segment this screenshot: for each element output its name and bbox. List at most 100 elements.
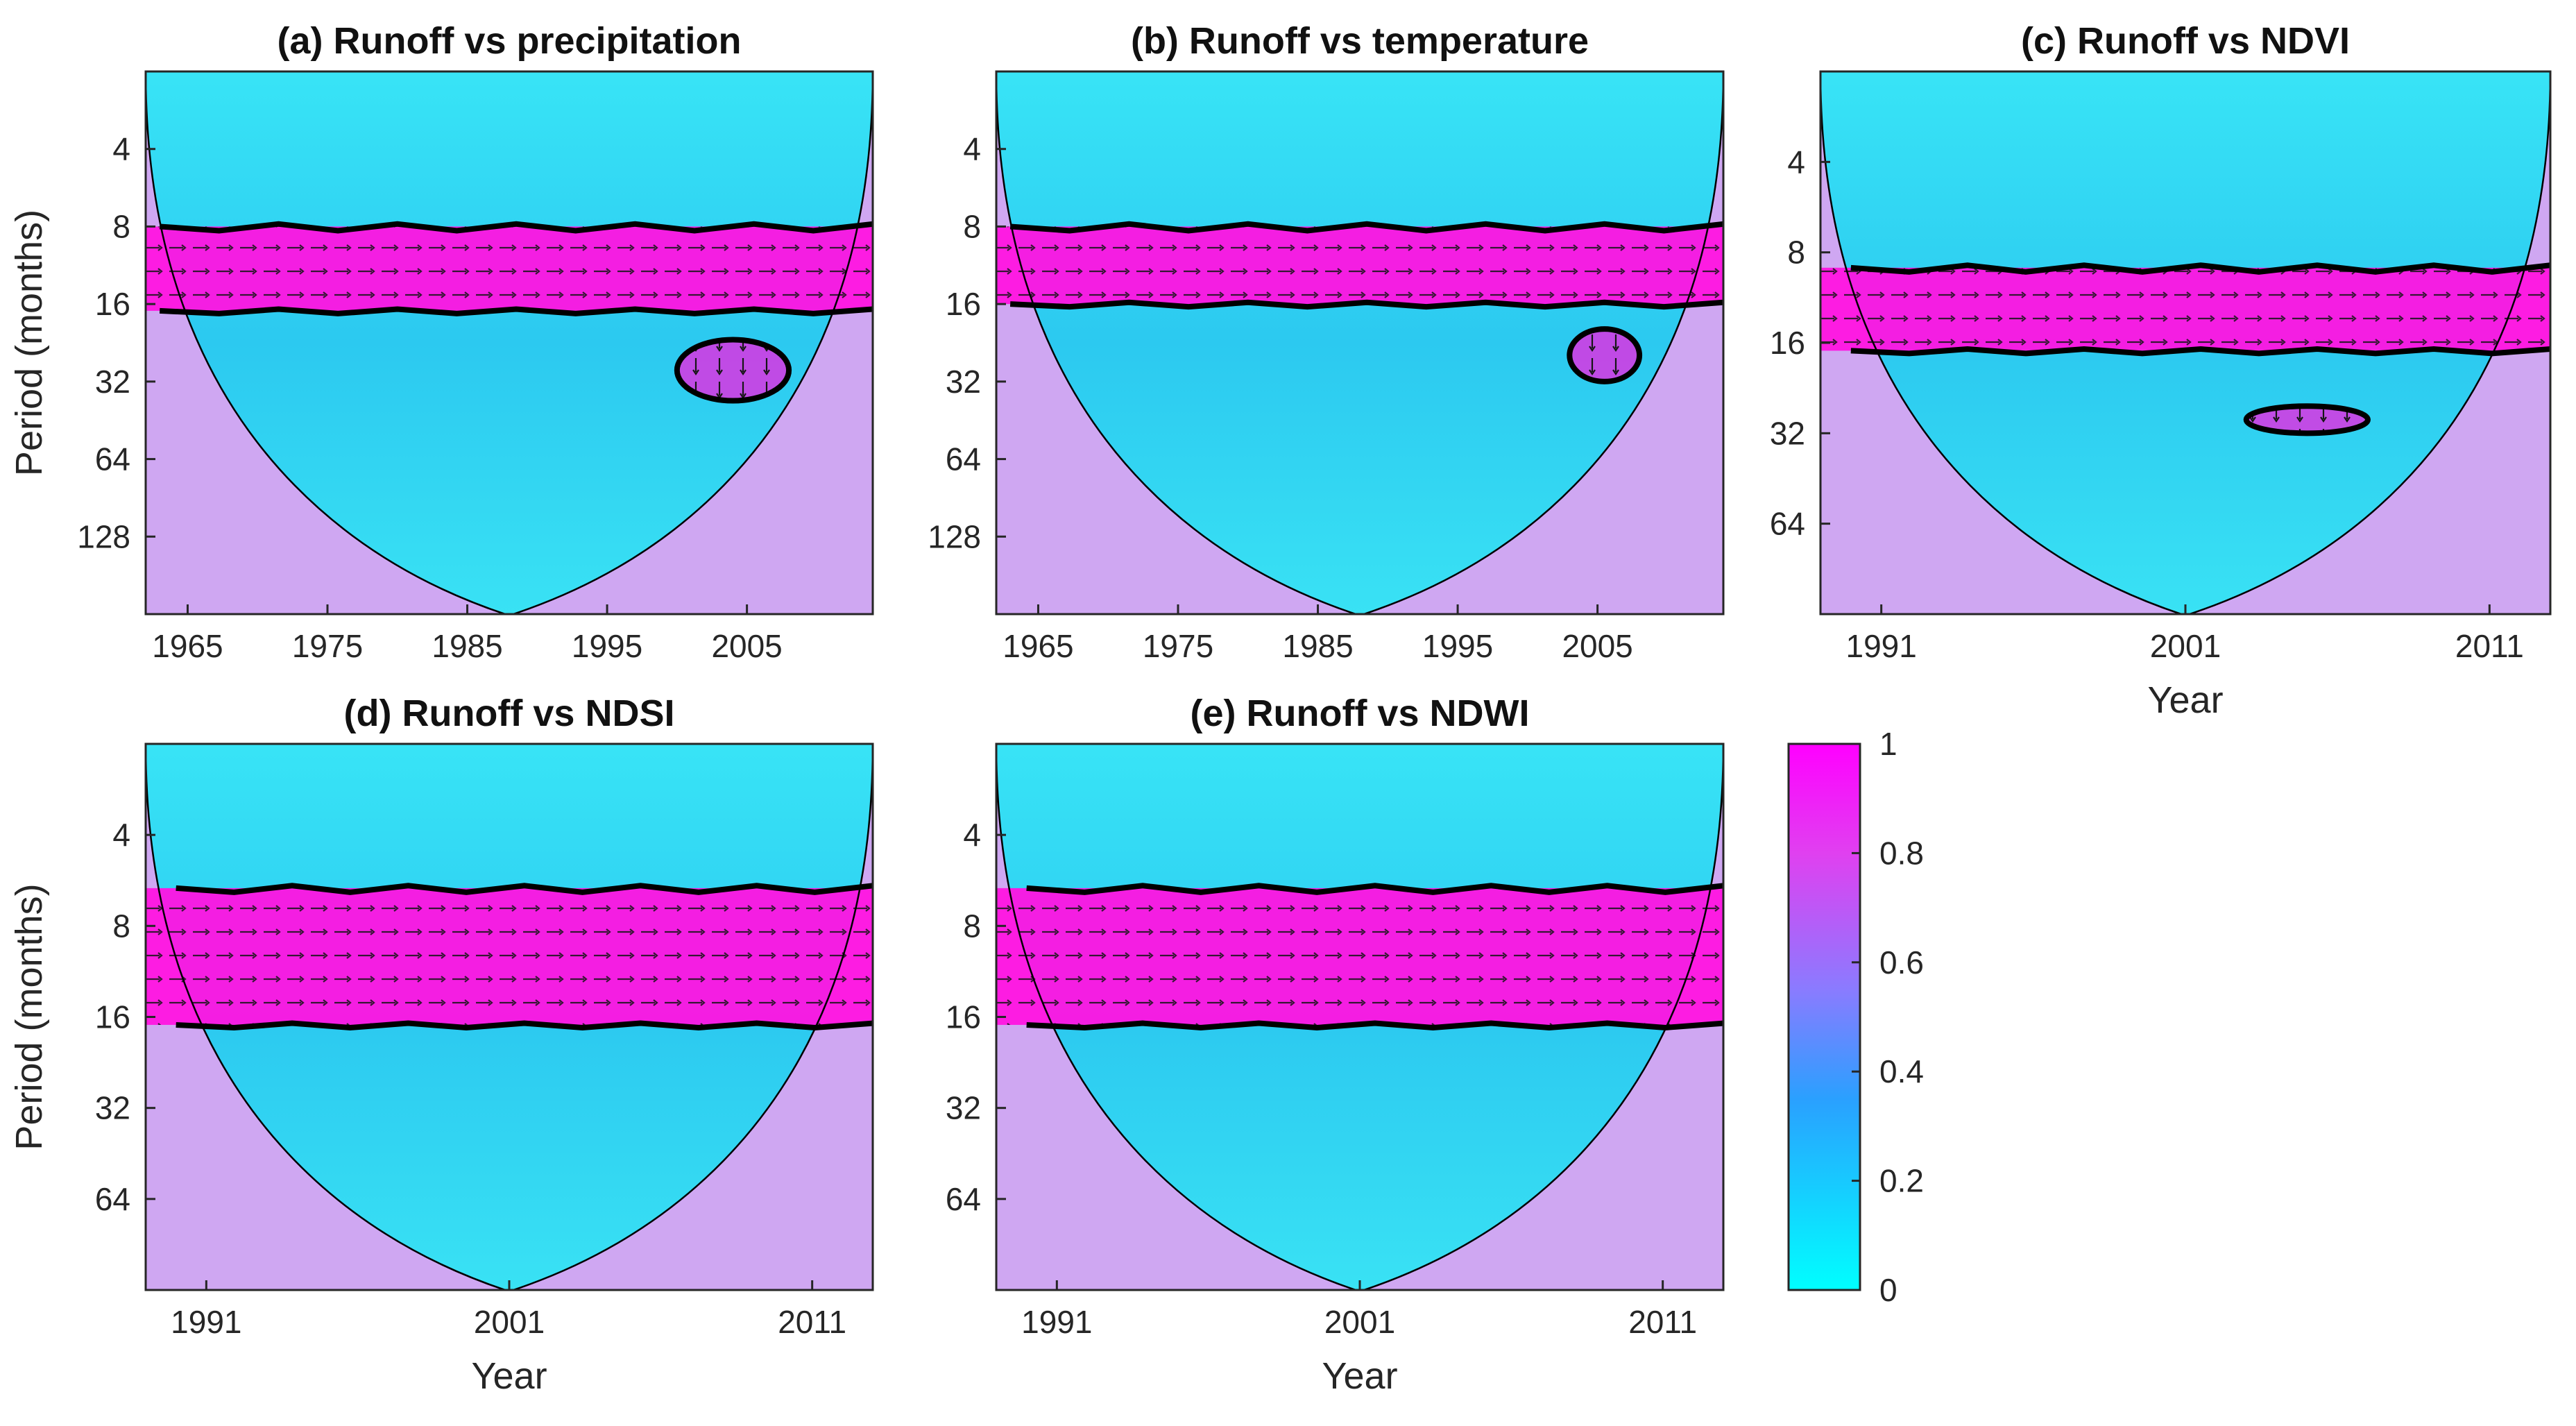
y-tick-label: 64 — [95, 1181, 130, 1217]
y-axis-label: Period (months) — [8, 210, 50, 476]
x-tick-label: 2011 — [778, 1304, 846, 1340]
significance-contour-top — [176, 883, 873, 895]
phase-arrows — [996, 888, 1723, 1025]
y-tick-label: 16 — [946, 286, 981, 322]
x-tick-label: 2005 — [711, 628, 782, 664]
y-tick-label: 64 — [946, 1181, 981, 1217]
colorbar-tick-label: 0 — [1879, 1272, 1897, 1308]
x-tick-label: 2001 — [474, 1304, 545, 1340]
significance-contour — [1567, 326, 1643, 384]
y-tick-label: 128 — [77, 518, 130, 554]
x-tick-label: 1965 — [152, 628, 223, 664]
x-axis-label: Year — [2147, 679, 2223, 721]
colorbar-tick-label: 0.6 — [1879, 944, 1924, 981]
panel-d: (d) Runoff vs NDSI 1991 2001 2011 4 8 16 32 64 Ye… — [8, 693, 874, 1397]
significance-contour-top — [159, 221, 873, 234]
axes-frame — [144, 70, 874, 616]
y-tick-label: 4 — [112, 817, 130, 853]
y-tick-label: 4 — [112, 131, 130, 167]
y-tick-label: 64 — [95, 441, 130, 477]
colorbar-tick-label: 0.4 — [1879, 1053, 1924, 1089]
y-tick-label: 32 — [1770, 415, 1805, 451]
phase-arrows — [996, 226, 1723, 305]
significance-contour-bottom — [1009, 299, 1723, 310]
y-tick-label: 32 — [95, 1090, 130, 1126]
x-tick-label: 2011 — [2455, 628, 2524, 664]
x-tick-label: 1995 — [572, 628, 642, 664]
axes-frame — [995, 70, 1725, 616]
y-tick-label: 32 — [946, 1090, 981, 1126]
phase-arrows — [146, 226, 873, 311]
significance-contour-bottom — [159, 306, 873, 316]
plot-area-e — [996, 744, 1723, 1290]
y-tick-label: 64 — [1770, 506, 1805, 542]
y-tick-label: 16 — [946, 999, 981, 1035]
significance-contour-bottom — [176, 1020, 873, 1030]
panel-title: (c) Runoff vs NDVI — [2021, 20, 2350, 62]
x-tick-label: 1965 — [1003, 628, 1073, 664]
y-tick-label: 8 — [112, 908, 130, 944]
significance-contour-bottom — [1026, 1020, 1723, 1030]
y-tick-label: 16 — [95, 999, 130, 1035]
y-tick-label: 8 — [112, 208, 130, 244]
x-tick-label: 2001 — [2150, 628, 2221, 664]
significance-contour-top — [1850, 262, 2550, 275]
x-tick-label: 1975 — [1143, 628, 1213, 664]
colorbar-tick-label: 0.2 — [1879, 1163, 1924, 1199]
colorbar-gradient — [1787, 742, 1861, 1291]
x-tick-label: 1995 — [1422, 628, 1493, 664]
y-tick-label: 16 — [1770, 325, 1805, 361]
cone-of-influence-area — [996, 71, 1723, 614]
panel-a: (a) Runoff vs precipitation 1965 1975 1985 1… — [8, 20, 874, 664]
significance-contour — [674, 337, 792, 404]
panel-e: (e) Runoff vs NDWI 1991 2001 2011 4 8 16 32 64 Ye… — [946, 693, 1725, 1397]
x-tick-label: 1985 — [432, 628, 502, 664]
x-axis-label: Year — [471, 1355, 547, 1397]
x-tick-label: 2001 — [1324, 1304, 1395, 1340]
significance-contour-top — [1009, 221, 1723, 234]
x-tick-label: 1991 — [1845, 628, 1916, 664]
x-tick-label: 1991 — [1021, 1304, 1092, 1340]
y-tick-label: 8 — [963, 908, 981, 944]
phase-arrows — [146, 888, 873, 1025]
y-tick-label: 8 — [1787, 235, 1805, 271]
plot-area-a — [146, 71, 873, 614]
panel-title: (b) Runoff vs temperature — [1131, 20, 1589, 62]
x-axis-label: Year — [1322, 1355, 1397, 1397]
colorbar-tick-label: 0.8 — [1879, 835, 1924, 871]
cone-of-influence-line — [146, 744, 873, 1290]
y-axis-label: Period (months) — [8, 883, 50, 1150]
y-tick-label: 32 — [946, 364, 981, 400]
cone-of-influence-area — [146, 71, 873, 614]
x-tick-label: 1985 — [1282, 628, 1353, 664]
cone-of-influence-line — [996, 71, 1723, 614]
x-tick-label: 2005 — [1562, 628, 1632, 664]
x-tick-label: 1991 — [171, 1304, 241, 1340]
plot-area-c — [1820, 71, 2550, 614]
panel-title: (a) Runoff vs precipitation — [277, 20, 741, 62]
y-tick-label: 64 — [946, 441, 981, 477]
panel-b: (b) Runoff vs temperature 1965 1975 1985 199… — [928, 20, 1725, 664]
y-tick-label: 128 — [928, 518, 981, 554]
plot-area-b — [996, 71, 1723, 614]
y-tick-label: 8 — [963, 208, 981, 244]
plot-area-d — [146, 744, 873, 1290]
panel-title: (d) Runoff vs NDSI — [344, 693, 675, 734]
panel-c: (c) Runoff vs NDVI 1991 2001 2011 4 8 16 32 64 Ye… — [1770, 20, 2552, 721]
y-tick-label: 4 — [1787, 144, 1805, 180]
colorbar: 0 0.2 0.4 0.6 0.8 1 — [1787, 726, 1924, 1308]
cone-of-influence-line — [1820, 71, 2550, 614]
significance-contour-top — [1026, 883, 1723, 895]
y-tick-label: 32 — [95, 364, 130, 400]
phase-arrows — [1820, 267, 2550, 351]
x-tick-label: 2011 — [1628, 1304, 1697, 1340]
y-tick-label: 4 — [963, 817, 981, 853]
significance-contour — [2243, 403, 2371, 436]
panel-title: (e) Runoff vs NDWI — [1191, 693, 1530, 734]
cone-of-influence-line — [996, 744, 1723, 1290]
x-tick-label: 1975 — [292, 628, 363, 664]
significance-contour-bottom — [1850, 346, 2550, 357]
y-tick-label: 16 — [95, 286, 130, 322]
y-tick-label: 4 — [963, 131, 981, 167]
